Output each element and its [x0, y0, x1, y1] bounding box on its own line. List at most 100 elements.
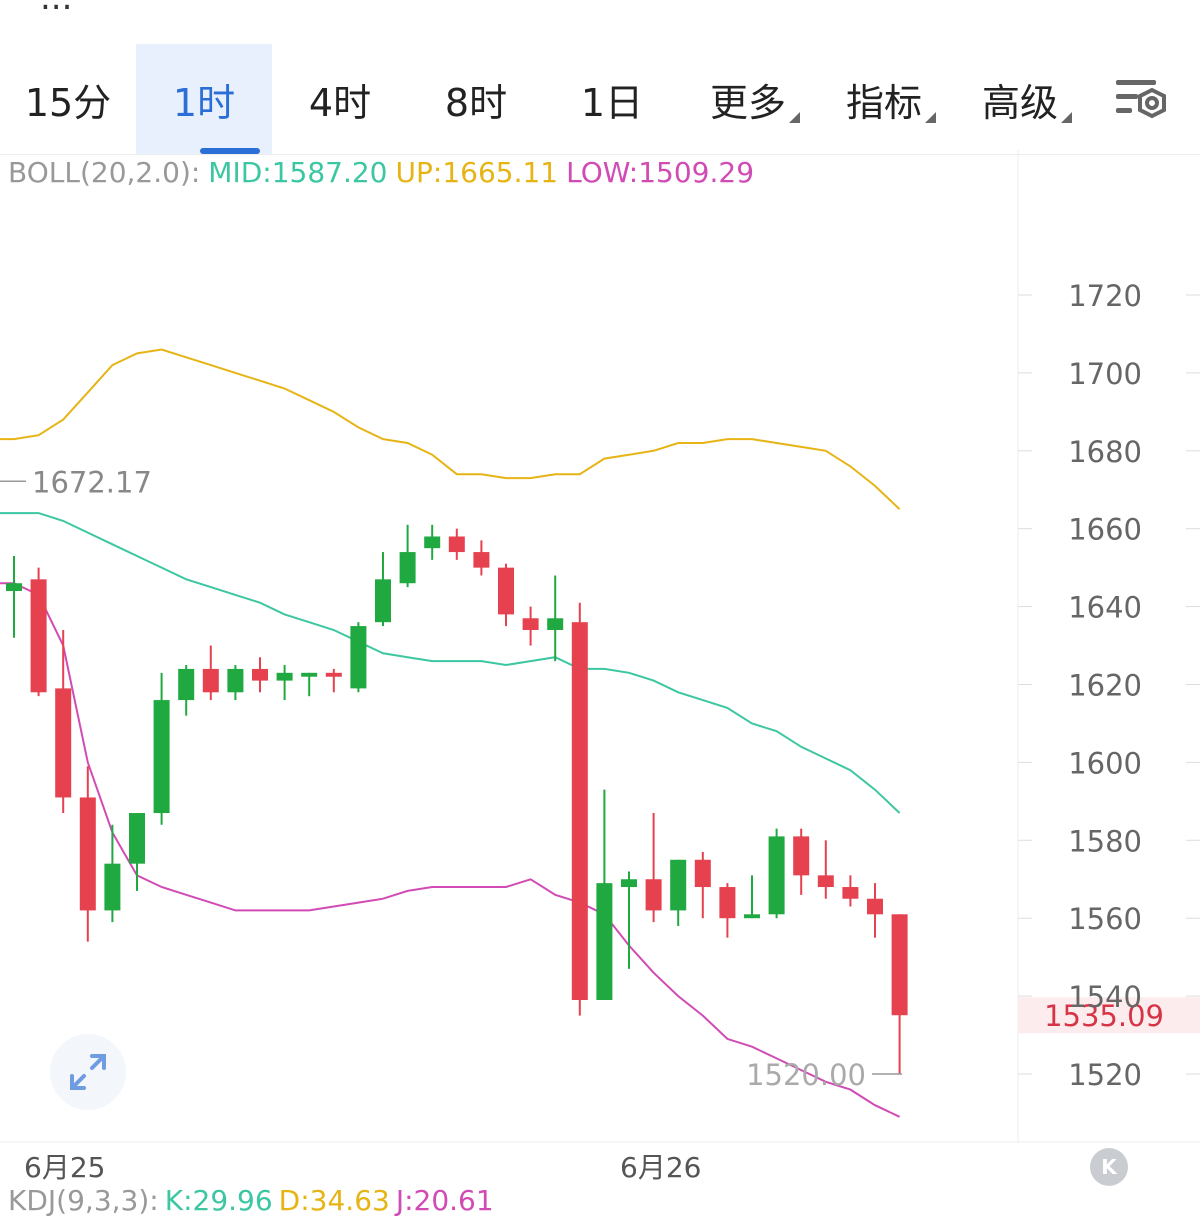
- y-tick-label: 1540: [1068, 980, 1142, 1014]
- candle: [498, 563, 514, 627]
- candle-body: [178, 668, 195, 701]
- boll-mid-line: [0, 512, 901, 814]
- candle: [547, 575, 564, 662]
- candle: [793, 828, 810, 895]
- candle: [867, 883, 883, 938]
- tab-1day[interactable]: 1日: [544, 44, 680, 154]
- tab-label: 15分: [24, 80, 112, 125]
- kdj-name: KDJ(9,3,3):: [8, 1184, 159, 1217]
- kdj-k-value: K:29.96: [164, 1184, 273, 1217]
- candle: [817, 840, 834, 899]
- max-price-label: 1672.17: [32, 465, 152, 499]
- boll-name: BOLL(20,2.0):: [8, 156, 201, 189]
- candle-body: [621, 879, 637, 888]
- candle-body: [424, 536, 441, 549]
- candle: [153, 672, 170, 825]
- kdj-j-value: J:20.61: [395, 1184, 494, 1217]
- candle: [30, 567, 47, 697]
- candle: [744, 875, 760, 919]
- kdj-d-value: D:34.63: [278, 1184, 390, 1217]
- expand-icon: [70, 1054, 106, 1090]
- candle: [276, 665, 293, 701]
- tab-1hour[interactable]: 1时: [136, 44, 272, 154]
- candle-body: [301, 672, 318, 677]
- candle: [842, 875, 859, 907]
- tab-indicators-dropdown[interactable]: 指标: [816, 44, 952, 154]
- timeframe-tab-bar: 15分 1时 4时 8时 1日 更多 指标 高级: [0, 44, 1200, 156]
- tab-15min[interactable]: 15分: [0, 44, 136, 154]
- candle-body: [276, 672, 293, 681]
- boll-mid-value: MID:1587.20: [208, 156, 388, 189]
- tab-label: 1时: [172, 80, 236, 125]
- candle-body: [325, 672, 342, 677]
- y-tick-label: 1620: [1068, 669, 1142, 703]
- top-title-strip: ...: [0, 0, 1200, 10]
- tab-advanced-dropdown[interactable]: 高级: [952, 44, 1088, 154]
- candle: [301, 672, 318, 697]
- y-tick-label: 1720: [1068, 279, 1142, 313]
- boll-up-line: [0, 348, 901, 510]
- candle-body: [129, 813, 145, 864]
- boll-low-line: [0, 582, 901, 1118]
- candle-body: [744, 914, 760, 919]
- tab-8hour[interactable]: 8时: [408, 44, 544, 154]
- candle-body: [817, 875, 834, 888]
- candle-body: [473, 552, 490, 568]
- candle: [129, 813, 145, 891]
- candle-body: [694, 859, 711, 888]
- candle-body: [153, 700, 170, 814]
- k-button[interactable]: K: [1090, 1148, 1128, 1186]
- expand-chart-button[interactable]: [50, 1034, 126, 1110]
- tab-label: 8时: [444, 80, 508, 125]
- candle: [694, 851, 711, 919]
- tab-label: 指标: [846, 72, 937, 127]
- candle: [202, 645, 219, 701]
- boll-low-value: LOW:1509.29: [566, 156, 755, 189]
- candle-body: [448, 536, 465, 553]
- candle-body: [768, 836, 785, 915]
- tab-more-dropdown[interactable]: 更多: [680, 44, 816, 154]
- candle-body: [399, 552, 416, 584]
- candle: [227, 665, 244, 701]
- candle-body: [547, 618, 564, 630]
- tab-4hour[interactable]: 4时: [272, 44, 408, 154]
- candle: [252, 657, 268, 693]
- boll-legend: BOLL(20,2.0): MID:1587.20 UP:1665.11 LOW:15…: [8, 156, 762, 189]
- date-label-right: 6月26: [620, 1151, 702, 1184]
- candle: [178, 665, 195, 716]
- candle-body: [202, 668, 219, 693]
- y-tick-label: 1660: [1068, 513, 1142, 547]
- y-tick-label: 1520: [1068, 1058, 1142, 1092]
- y-tick-label: 1700: [1068, 357, 1142, 391]
- kdj-legend: KDJ(9,3,3): K:29.96 D:34.63 J:20.61: [8, 1184, 500, 1217]
- candle: [79, 766, 96, 942]
- y-tick-label: 1600: [1068, 746, 1142, 780]
- candle-body: [498, 567, 514, 615]
- y-tick-label: 1560: [1068, 902, 1142, 936]
- candle-body: [55, 688, 72, 798]
- candle: [375, 552, 391, 627]
- candle-body: [719, 887, 736, 919]
- candle: [621, 871, 637, 969]
- tab-label: 1日: [580, 80, 644, 125]
- candle-body: [350, 626, 367, 689]
- candlestick-chart: 1672.17 1520.00 1535.09 1720 1700 1680 1660 16…: [0, 150, 1200, 1143]
- candle: [768, 828, 785, 919]
- candle-body: [227, 668, 244, 693]
- tab-label: 高级: [982, 72, 1073, 127]
- candle-body: [645, 879, 662, 911]
- candle-body: [891, 914, 908, 1016]
- candle-body: [252, 668, 268, 681]
- last-price-tag-bg: [1018, 997, 1200, 1034]
- candle-body: [6, 583, 22, 592]
- candle: [55, 629, 72, 814]
- candle: [473, 540, 490, 576]
- candle-body: [867, 898, 883, 915]
- candle-body: [793, 836, 810, 876]
- candle: [719, 883, 736, 938]
- candle: [6, 555, 22, 638]
- chart-settings-button[interactable]: [1112, 74, 1174, 126]
- candle: [891, 914, 908, 1074]
- candle-body: [104, 863, 121, 911]
- boll-up-value: UP:1665.11: [395, 156, 559, 189]
